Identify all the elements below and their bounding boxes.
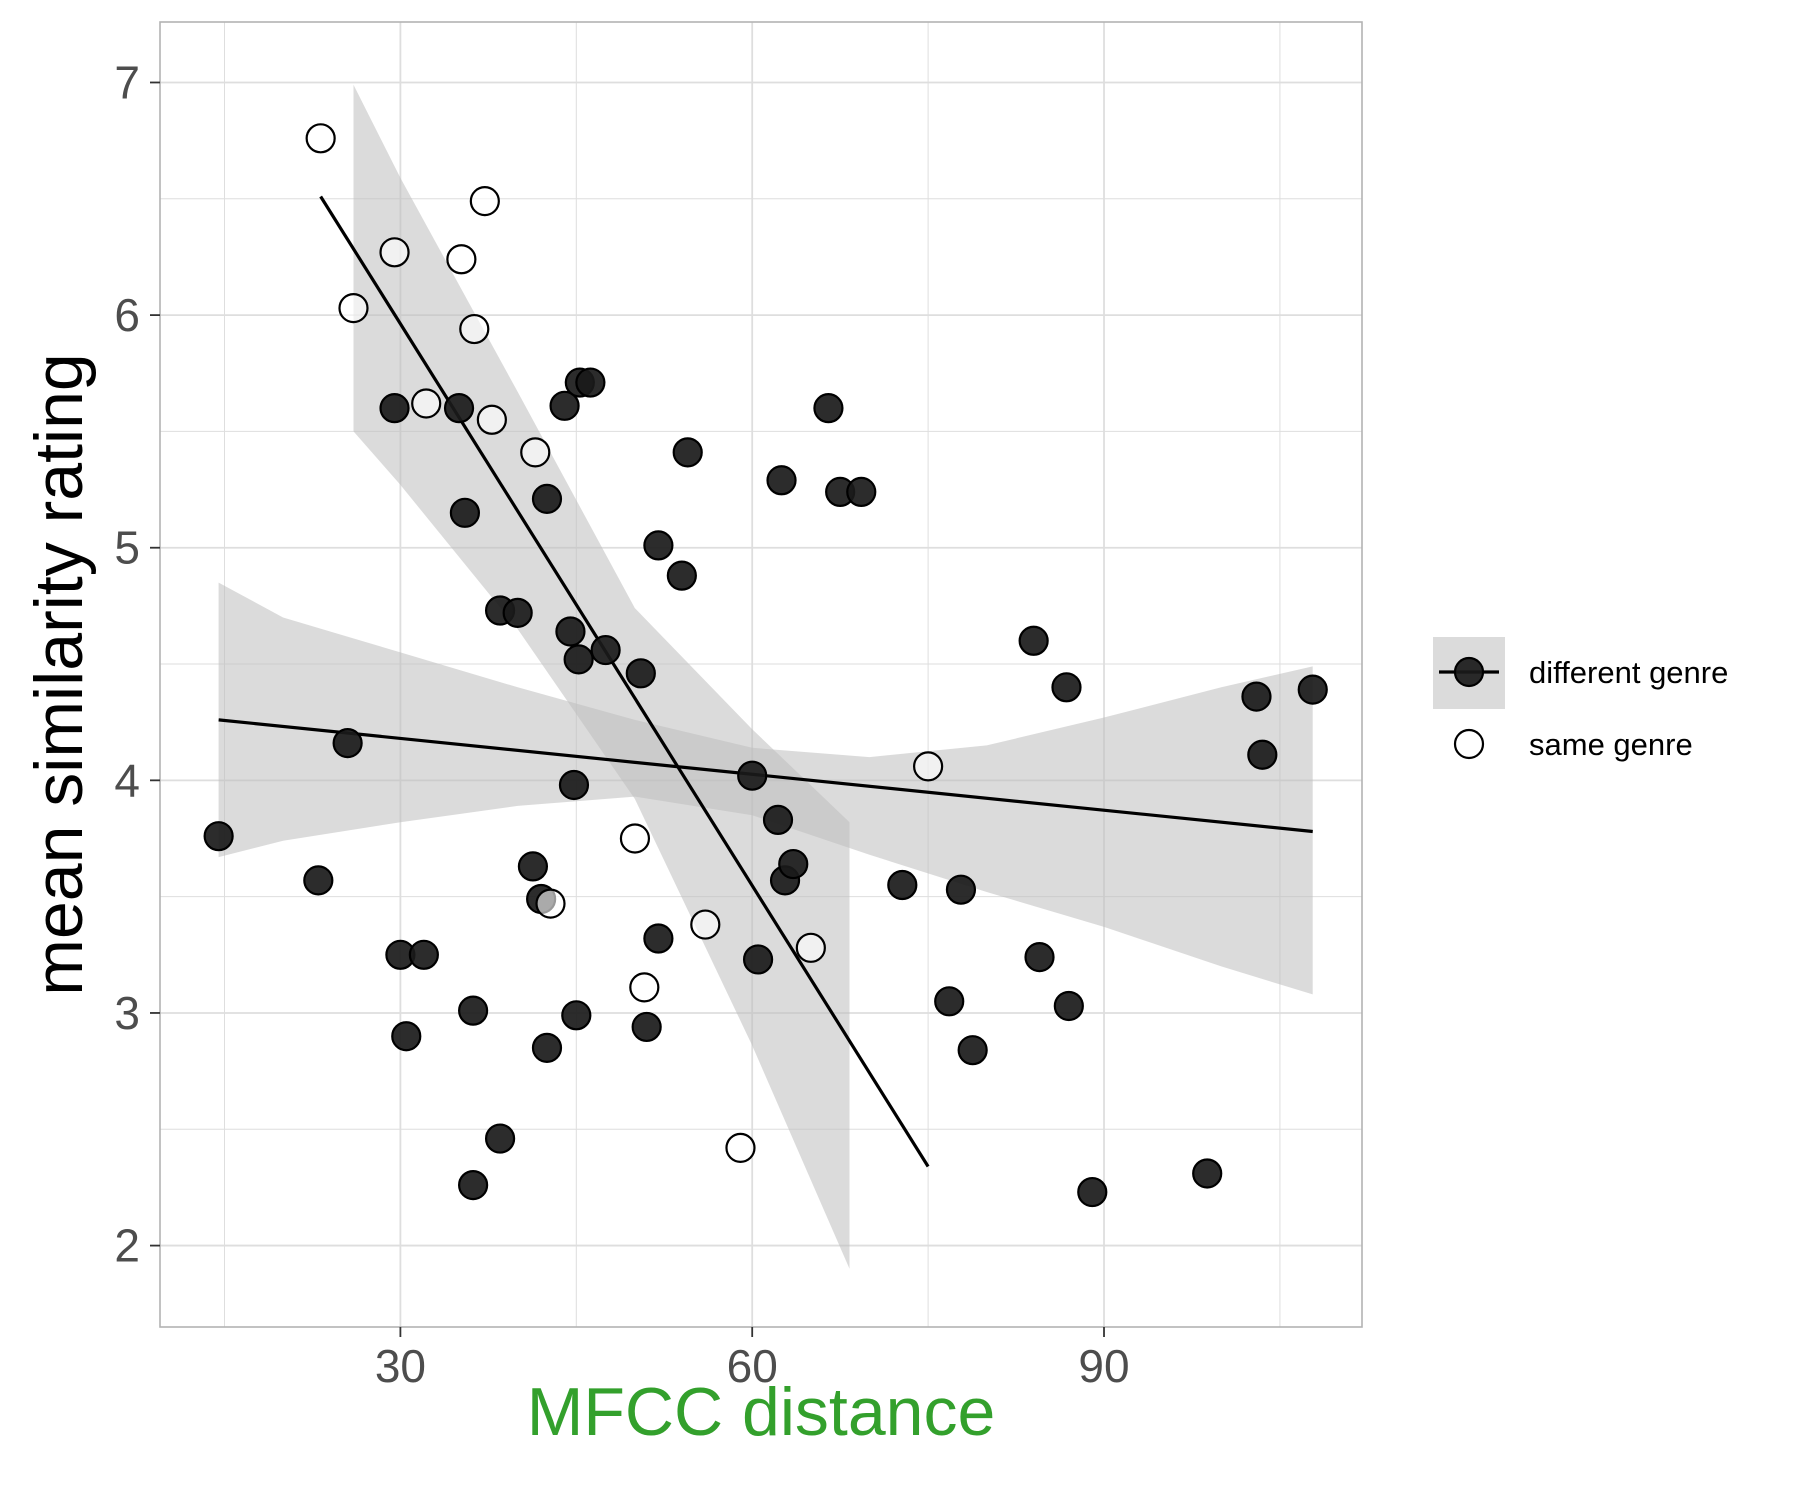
data-point-different-genre [1297, 674, 1328, 705]
data-point-different-genre [332, 728, 363, 759]
data-point-different-genre [1247, 739, 1278, 770]
data-point-same-genre [795, 932, 826, 963]
data-point-same-genre [305, 123, 336, 154]
y-tick-label: 7 [114, 56, 140, 108]
x-tick-label: 30 [375, 1340, 426, 1392]
data-point-different-genre [1241, 681, 1272, 712]
y-tick-label: 3 [114, 987, 140, 1039]
data-point-different-genre [458, 995, 489, 1026]
y-tick-label: 2 [114, 1220, 140, 1272]
axes: 30 60 90 2 3 4 5 6 7 [114, 56, 1129, 1392]
legend-key-open-point [1453, 728, 1485, 760]
data-point-different-genre [575, 367, 606, 398]
data-point-different-genre [203, 821, 234, 852]
data-point-different-genre [934, 986, 965, 1017]
data-point-different-genre [766, 465, 797, 496]
data-point-same-genre [913, 751, 944, 782]
y-tick-label: 5 [114, 522, 140, 574]
data-point-different-genre [484, 1123, 516, 1154]
data-point-different-genre [1024, 942, 1055, 973]
data-point-different-genre [379, 393, 410, 424]
data-point-same-genre [725, 1132, 756, 1163]
data-point-different-genre [1051, 672, 1082, 703]
data-point-different-genre [957, 1035, 988, 1066]
data-point-different-genre [631, 1011, 662, 1043]
y-axis-title: mean similarity rating [21, 353, 97, 995]
data-point-different-genre [561, 1000, 592, 1031]
x-tick-label: 90 [1078, 1340, 1129, 1392]
data-point-different-genre [531, 483, 563, 514]
data-point-different-genre [590, 634, 621, 666]
panel-border [159, 21, 1363, 1328]
data-point-different-genre [443, 393, 475, 424]
x-tick-label: 60 [727, 1340, 778, 1392]
data-point-same-genre [338, 293, 369, 324]
data-point-different-genre [408, 939, 439, 970]
data-point-same-genre [476, 404, 507, 435]
plot-panel [159, 21, 1363, 1328]
confidence-ribbon-same-genre [353, 84, 850, 1269]
data-point-same-genre [459, 313, 490, 345]
data-point-different-genre [558, 769, 590, 801]
data-point-same-genre [619, 823, 651, 854]
data-point-same-genre [446, 244, 477, 275]
data-point-different-genre [742, 944, 774, 975]
data-point-same-genre [629, 972, 660, 1003]
data-point-same-genre [411, 388, 442, 419]
data-point-different-genre [643, 923, 674, 954]
data-point-different-genre [846, 476, 877, 507]
data-point-same-genre [469, 186, 500, 217]
data-point-same-genre [690, 909, 721, 940]
data-point-different-genre [502, 597, 533, 628]
data-point-different-genre [643, 530, 674, 561]
y-tick-label: 6 [114, 289, 140, 341]
data-point-different-genre [1192, 1158, 1223, 1189]
legend-label: different genre [1529, 655, 1728, 690]
data-point-different-genre [1077, 1176, 1108, 1208]
data-point-different-genre [666, 560, 697, 591]
data-point-same-genre [520, 437, 551, 468]
data-point-different-genre [531, 1032, 563, 1063]
legend-label: same genre [1529, 727, 1693, 762]
data-point-same-genre [535, 888, 566, 919]
data-point-different-genre [1018, 625, 1049, 656]
y-tick-label: 4 [114, 754, 140, 806]
data-point-different-genre [563, 644, 594, 675]
data-point-different-genre [813, 393, 844, 424]
data-point-different-genre [449, 497, 480, 528]
data-point-different-genre [887, 869, 918, 901]
x-axis-title: MFCC distance [527, 1374, 996, 1450]
data-point-same-genre [379, 237, 410, 268]
legend: different genre same genre [1433, 637, 1728, 762]
data-point-different-genre [625, 658, 656, 689]
data-point-different-genre [737, 760, 768, 791]
data-point-different-genre [762, 804, 794, 835]
data-point-different-genre [1053, 990, 1084, 1022]
data-point-different-genre [778, 848, 809, 880]
data-point-different-genre [672, 437, 703, 468]
data-point-different-genre [303, 865, 334, 896]
legend-key-filled-point [1453, 656, 1485, 688]
data-point-different-genre [458, 1170, 489, 1201]
fit-line-same-genre [319, 195, 930, 1168]
data-point-different-genre [555, 616, 586, 647]
data-point-different-genre [549, 390, 580, 421]
data-point-different-genre [517, 851, 549, 882]
data-point-different-genre [945, 874, 977, 905]
data-point-different-genre [391, 1021, 422, 1052]
